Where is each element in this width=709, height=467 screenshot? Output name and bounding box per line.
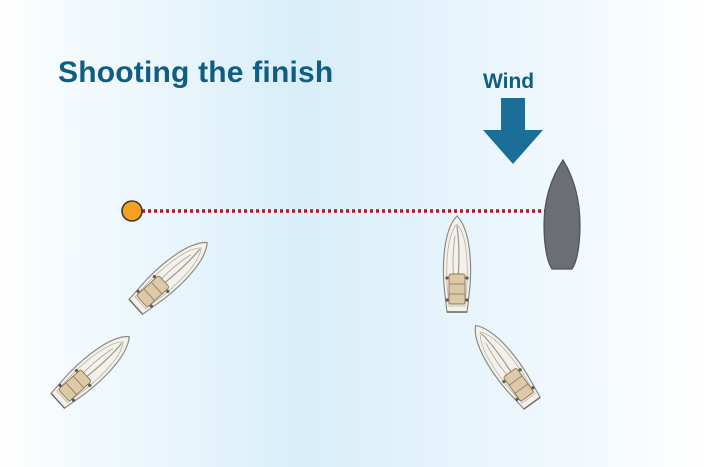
sailboat <box>126 231 217 318</box>
sailboat <box>48 325 139 412</box>
wind-label: Wind <box>483 70 535 93</box>
diagram-title: Shooting the finish <box>58 56 334 89</box>
pin-end-buoy <box>121 200 143 222</box>
sailboat <box>463 316 544 412</box>
wind-arrow-icon <box>483 98 543 164</box>
committee-boat <box>543 158 581 270</box>
sailboat <box>442 215 472 313</box>
